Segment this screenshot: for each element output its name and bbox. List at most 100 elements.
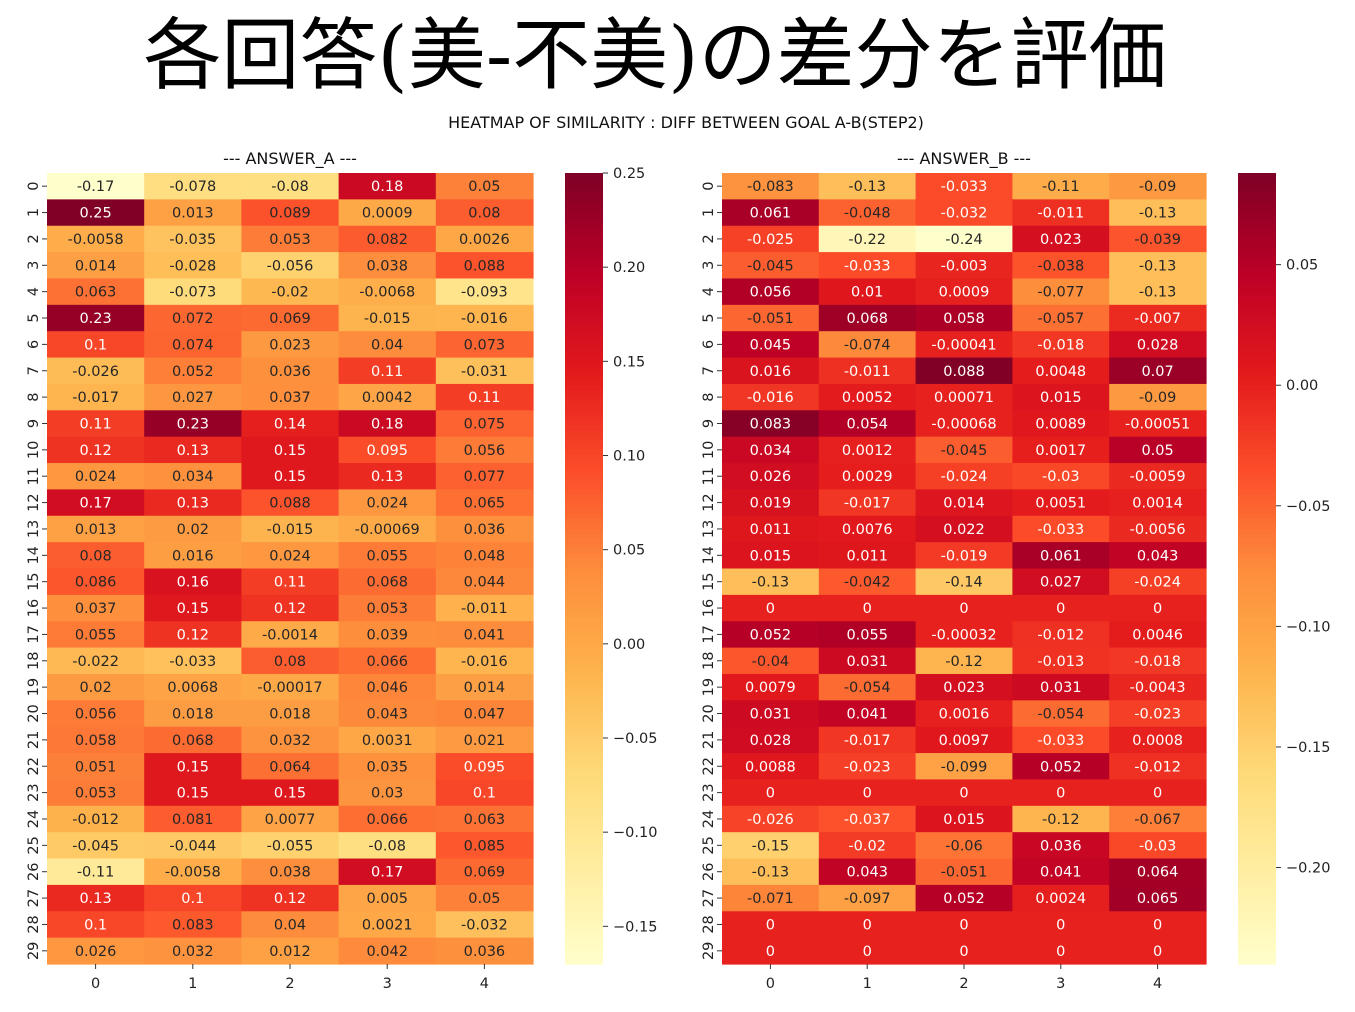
heatmap-cell xyxy=(241,436,340,464)
colorbar-segment xyxy=(565,598,603,604)
heatmap-cell xyxy=(435,805,534,833)
cell-label: 0.15 xyxy=(177,601,209,617)
colorbar-segment xyxy=(1238,642,1276,649)
colorbar-segment xyxy=(1238,519,1276,525)
colorbar-segment xyxy=(565,588,603,595)
heatmap-cell xyxy=(338,884,437,912)
heatmap-cell xyxy=(1109,225,1207,253)
cell-label: 0.056 xyxy=(750,285,792,301)
heatmap-cell xyxy=(144,436,242,464)
colorbar-segment xyxy=(565,321,603,328)
cell-label: 0.0051 xyxy=(1035,496,1086,512)
cell-label: 0.023 xyxy=(943,680,985,696)
cell-label: 0.064 xyxy=(1137,865,1179,881)
colorbar-segment xyxy=(1238,341,1276,347)
cell-label: 0.082 xyxy=(366,232,408,248)
cell-label: 0.035 xyxy=(366,759,408,775)
heatmap-cell xyxy=(1012,252,1110,280)
cell-label: 0.15 xyxy=(274,469,306,485)
heatmap-cell xyxy=(144,568,242,596)
colorbar-segment xyxy=(1238,875,1276,881)
cell-label: -0.012 xyxy=(72,812,119,828)
heatmap-cell xyxy=(1109,383,1207,411)
colorbar-segment xyxy=(565,845,603,852)
cell-label: 0.0031 xyxy=(362,733,413,749)
heatmap-cell xyxy=(435,278,534,306)
cell-label: 0.032 xyxy=(172,944,214,960)
heatmap-cell xyxy=(144,753,242,781)
heatmap-cell xyxy=(1109,779,1207,807)
colorbar-segment xyxy=(1238,573,1276,580)
cell-label: 0.13 xyxy=(177,443,209,459)
heatmap-cell xyxy=(144,621,242,649)
heatmap-cell xyxy=(435,304,534,332)
colorbar-segment xyxy=(565,469,603,476)
colorbar-segment xyxy=(1238,677,1276,683)
heatmap-cell xyxy=(1109,410,1207,438)
cell-label: -0.097 xyxy=(844,891,891,907)
colorbar-segment xyxy=(1238,474,1276,481)
y-tick-label: 7 xyxy=(701,366,717,375)
heatmap-cell xyxy=(435,542,534,570)
colorbar-segment xyxy=(565,751,603,758)
heatmap-cell xyxy=(47,911,145,939)
heatmap-cell xyxy=(915,199,1013,227)
heatmap-cell xyxy=(818,621,917,649)
cell-label: -0.017 xyxy=(844,733,891,749)
heatmap-cell xyxy=(818,278,917,306)
heatmap-cell xyxy=(435,252,534,280)
colorbar-segment xyxy=(565,395,603,402)
colorbar-segment xyxy=(565,331,603,337)
y-tick-label: 27 xyxy=(26,889,42,907)
colorbar-segment xyxy=(565,721,603,728)
cell-label: -0.00069 xyxy=(355,522,420,538)
colorbar-segment xyxy=(1238,232,1276,239)
colorbar-segment xyxy=(1238,612,1276,619)
colorbar-tick-label: 0.00 xyxy=(613,637,645,653)
colorbar-segment xyxy=(565,741,603,748)
heatmap-cell xyxy=(435,225,534,253)
x-tick-label: 0 xyxy=(91,976,100,992)
cell-label: -0.12 xyxy=(1042,812,1080,828)
cell-label: -0.06 xyxy=(945,838,983,854)
heatmap-cell xyxy=(435,753,534,781)
heatmap-cell xyxy=(1012,489,1110,517)
heatmap-cell xyxy=(435,673,534,701)
heatmap-cell xyxy=(722,753,820,781)
cell-label: 0.02 xyxy=(177,522,209,538)
colorbar-segment xyxy=(565,563,603,570)
cell-label: 0.045 xyxy=(750,337,792,353)
colorbar-segment xyxy=(1238,430,1276,436)
cell-label: 0.1 xyxy=(84,917,107,933)
colorbar-segment xyxy=(1238,261,1276,268)
heatmap-cell xyxy=(1109,805,1207,833)
cell-label: -0.074 xyxy=(844,337,891,353)
heatmap-cell xyxy=(435,463,534,490)
y-tick-label: 18 xyxy=(26,652,42,670)
colorbar-segment xyxy=(565,573,603,580)
colorbar-segment xyxy=(565,449,603,456)
cell-label: 0.064 xyxy=(269,759,311,775)
colorbar-segment xyxy=(1238,365,1276,372)
cell-label: 0.089 xyxy=(269,206,311,222)
heatmap-cell xyxy=(915,858,1013,886)
heatmap-cell xyxy=(915,700,1013,728)
colorbar-segment xyxy=(565,949,603,955)
y-tick-label: 20 xyxy=(701,704,717,722)
cell-label: 0.25 xyxy=(79,206,111,222)
heatmap-cell xyxy=(435,410,534,438)
colorbar-segment xyxy=(565,306,603,313)
heatmap-cell xyxy=(1012,410,1110,438)
colorbar-segment xyxy=(1238,543,1276,550)
colorbar-segment xyxy=(565,835,603,842)
colorbar-segment xyxy=(565,637,603,644)
colorbar-segment xyxy=(1238,603,1276,609)
colorbar-segment xyxy=(1238,726,1276,733)
colorbar-tick-label: −0.20 xyxy=(1286,861,1330,877)
y-tick-label: 19 xyxy=(26,678,42,696)
cell-label: 0 xyxy=(1056,786,1065,802)
heatmap-cell xyxy=(47,621,145,649)
heatmap-cell xyxy=(722,304,820,332)
cell-label: 0.0012 xyxy=(842,443,893,459)
heatmap-cell xyxy=(435,647,534,675)
